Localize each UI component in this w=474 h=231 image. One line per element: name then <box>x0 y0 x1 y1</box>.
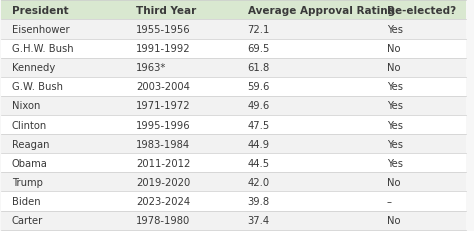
Text: 72.1: 72.1 <box>247 25 270 35</box>
Text: 2011-2012: 2011-2012 <box>136 158 191 168</box>
Text: 2003-2004: 2003-2004 <box>136 82 190 92</box>
Text: 49.6: 49.6 <box>247 101 270 111</box>
Text: No: No <box>387 44 401 54</box>
Bar <box>1 77 466 97</box>
Text: Yes: Yes <box>387 82 403 92</box>
Text: –: – <box>387 196 392 206</box>
Bar <box>1 1 466 20</box>
Text: Reagan: Reagan <box>11 139 49 149</box>
Bar <box>1 134 466 154</box>
Bar <box>1 211 466 230</box>
Text: No: No <box>387 177 401 187</box>
Text: 1955-1956: 1955-1956 <box>136 25 191 35</box>
Text: President: President <box>11 6 68 16</box>
Bar <box>1 154 466 173</box>
Bar <box>1 58 466 77</box>
Text: 1995-1996: 1995-1996 <box>136 120 191 130</box>
Text: Yes: Yes <box>387 139 403 149</box>
Text: 39.8: 39.8 <box>247 196 270 206</box>
Text: Yes: Yes <box>387 101 403 111</box>
Text: 2019-2020: 2019-2020 <box>136 177 191 187</box>
Text: Biden: Biden <box>11 196 40 206</box>
Text: G.W. Bush: G.W. Bush <box>11 82 63 92</box>
Text: Eisenhower: Eisenhower <box>11 25 69 35</box>
Text: 42.0: 42.0 <box>247 177 270 187</box>
Text: 61.8: 61.8 <box>247 63 270 73</box>
Text: 1963*: 1963* <box>136 63 166 73</box>
Text: Nixon: Nixon <box>11 101 40 111</box>
Text: 44.9: 44.9 <box>247 139 270 149</box>
Text: Clinton: Clinton <box>11 120 47 130</box>
Text: Yes: Yes <box>387 158 403 168</box>
Text: Trump: Trump <box>11 177 43 187</box>
Bar <box>1 97 466 116</box>
Bar <box>1 173 466 191</box>
Text: Third Year: Third Year <box>136 6 196 16</box>
Text: 1983-1984: 1983-1984 <box>136 139 190 149</box>
Text: No: No <box>387 215 401 225</box>
Text: Kennedy: Kennedy <box>11 63 55 73</box>
Text: 44.5: 44.5 <box>247 158 270 168</box>
Text: Yes: Yes <box>387 120 403 130</box>
Text: Average Approval Rating: Average Approval Rating <box>247 6 395 16</box>
Text: No: No <box>387 63 401 73</box>
Text: 59.6: 59.6 <box>247 82 270 92</box>
Text: 69.5: 69.5 <box>247 44 270 54</box>
Text: 47.5: 47.5 <box>247 120 270 130</box>
Text: 1971-1972: 1971-1972 <box>136 101 191 111</box>
Text: Obama: Obama <box>11 158 47 168</box>
Text: Yes: Yes <box>387 25 403 35</box>
Text: G.H.W. Bush: G.H.W. Bush <box>11 44 73 54</box>
Bar <box>1 40 466 58</box>
Bar <box>1 116 466 134</box>
Bar <box>1 20 466 40</box>
Text: 1991-1992: 1991-1992 <box>136 44 191 54</box>
Text: Carter: Carter <box>11 215 43 225</box>
Text: 37.4: 37.4 <box>247 215 270 225</box>
Text: 1978-1980: 1978-1980 <box>136 215 191 225</box>
Bar <box>1 191 466 211</box>
Text: 2023-2024: 2023-2024 <box>136 196 190 206</box>
Text: Re-elected?: Re-elected? <box>387 6 456 16</box>
